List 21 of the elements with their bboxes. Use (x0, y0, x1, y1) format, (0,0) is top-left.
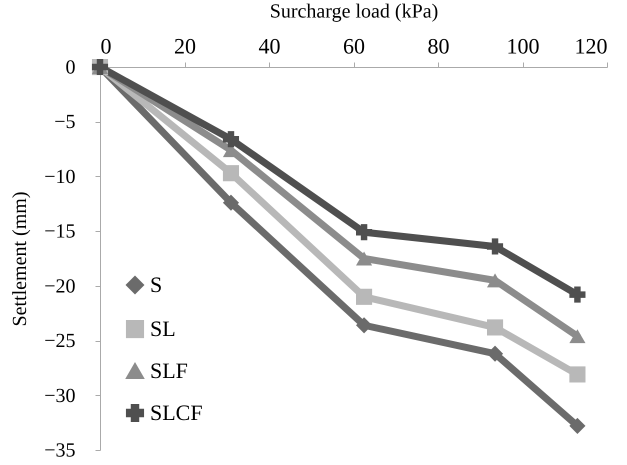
y-tick-label: −15 (44, 220, 76, 243)
x-tick-label: 60 (343, 34, 365, 58)
legend-label: SLF (150, 358, 188, 383)
x-tick-label: 120 (574, 34, 608, 58)
y-axis-title: Settlement (mm) (9, 192, 32, 326)
y-tick-label: −25 (44, 330, 76, 352)
x-axis-title: Surcharge load (kPa) (270, 0, 438, 22)
y-tick-label: −5 (54, 111, 76, 134)
x-tick-label: 20 (174, 34, 196, 58)
legend-label: SL (150, 316, 176, 341)
y-tick-label: 0 (66, 56, 76, 78)
x-tick-label: 100 (506, 34, 540, 58)
y-tick-label: −10 (44, 166, 76, 188)
y-tick-label: −20 (44, 275, 76, 298)
x-tick-label: 80 (428, 34, 450, 58)
legend-label: SLCF (150, 400, 203, 425)
x-tick-label: 40 (258, 34, 280, 58)
y-tick-label: −30 (44, 384, 76, 407)
x-tick-label: 0 (100, 34, 112, 58)
legend-label: S (150, 272, 162, 297)
y-tick-label: −35 (44, 440, 76, 462)
